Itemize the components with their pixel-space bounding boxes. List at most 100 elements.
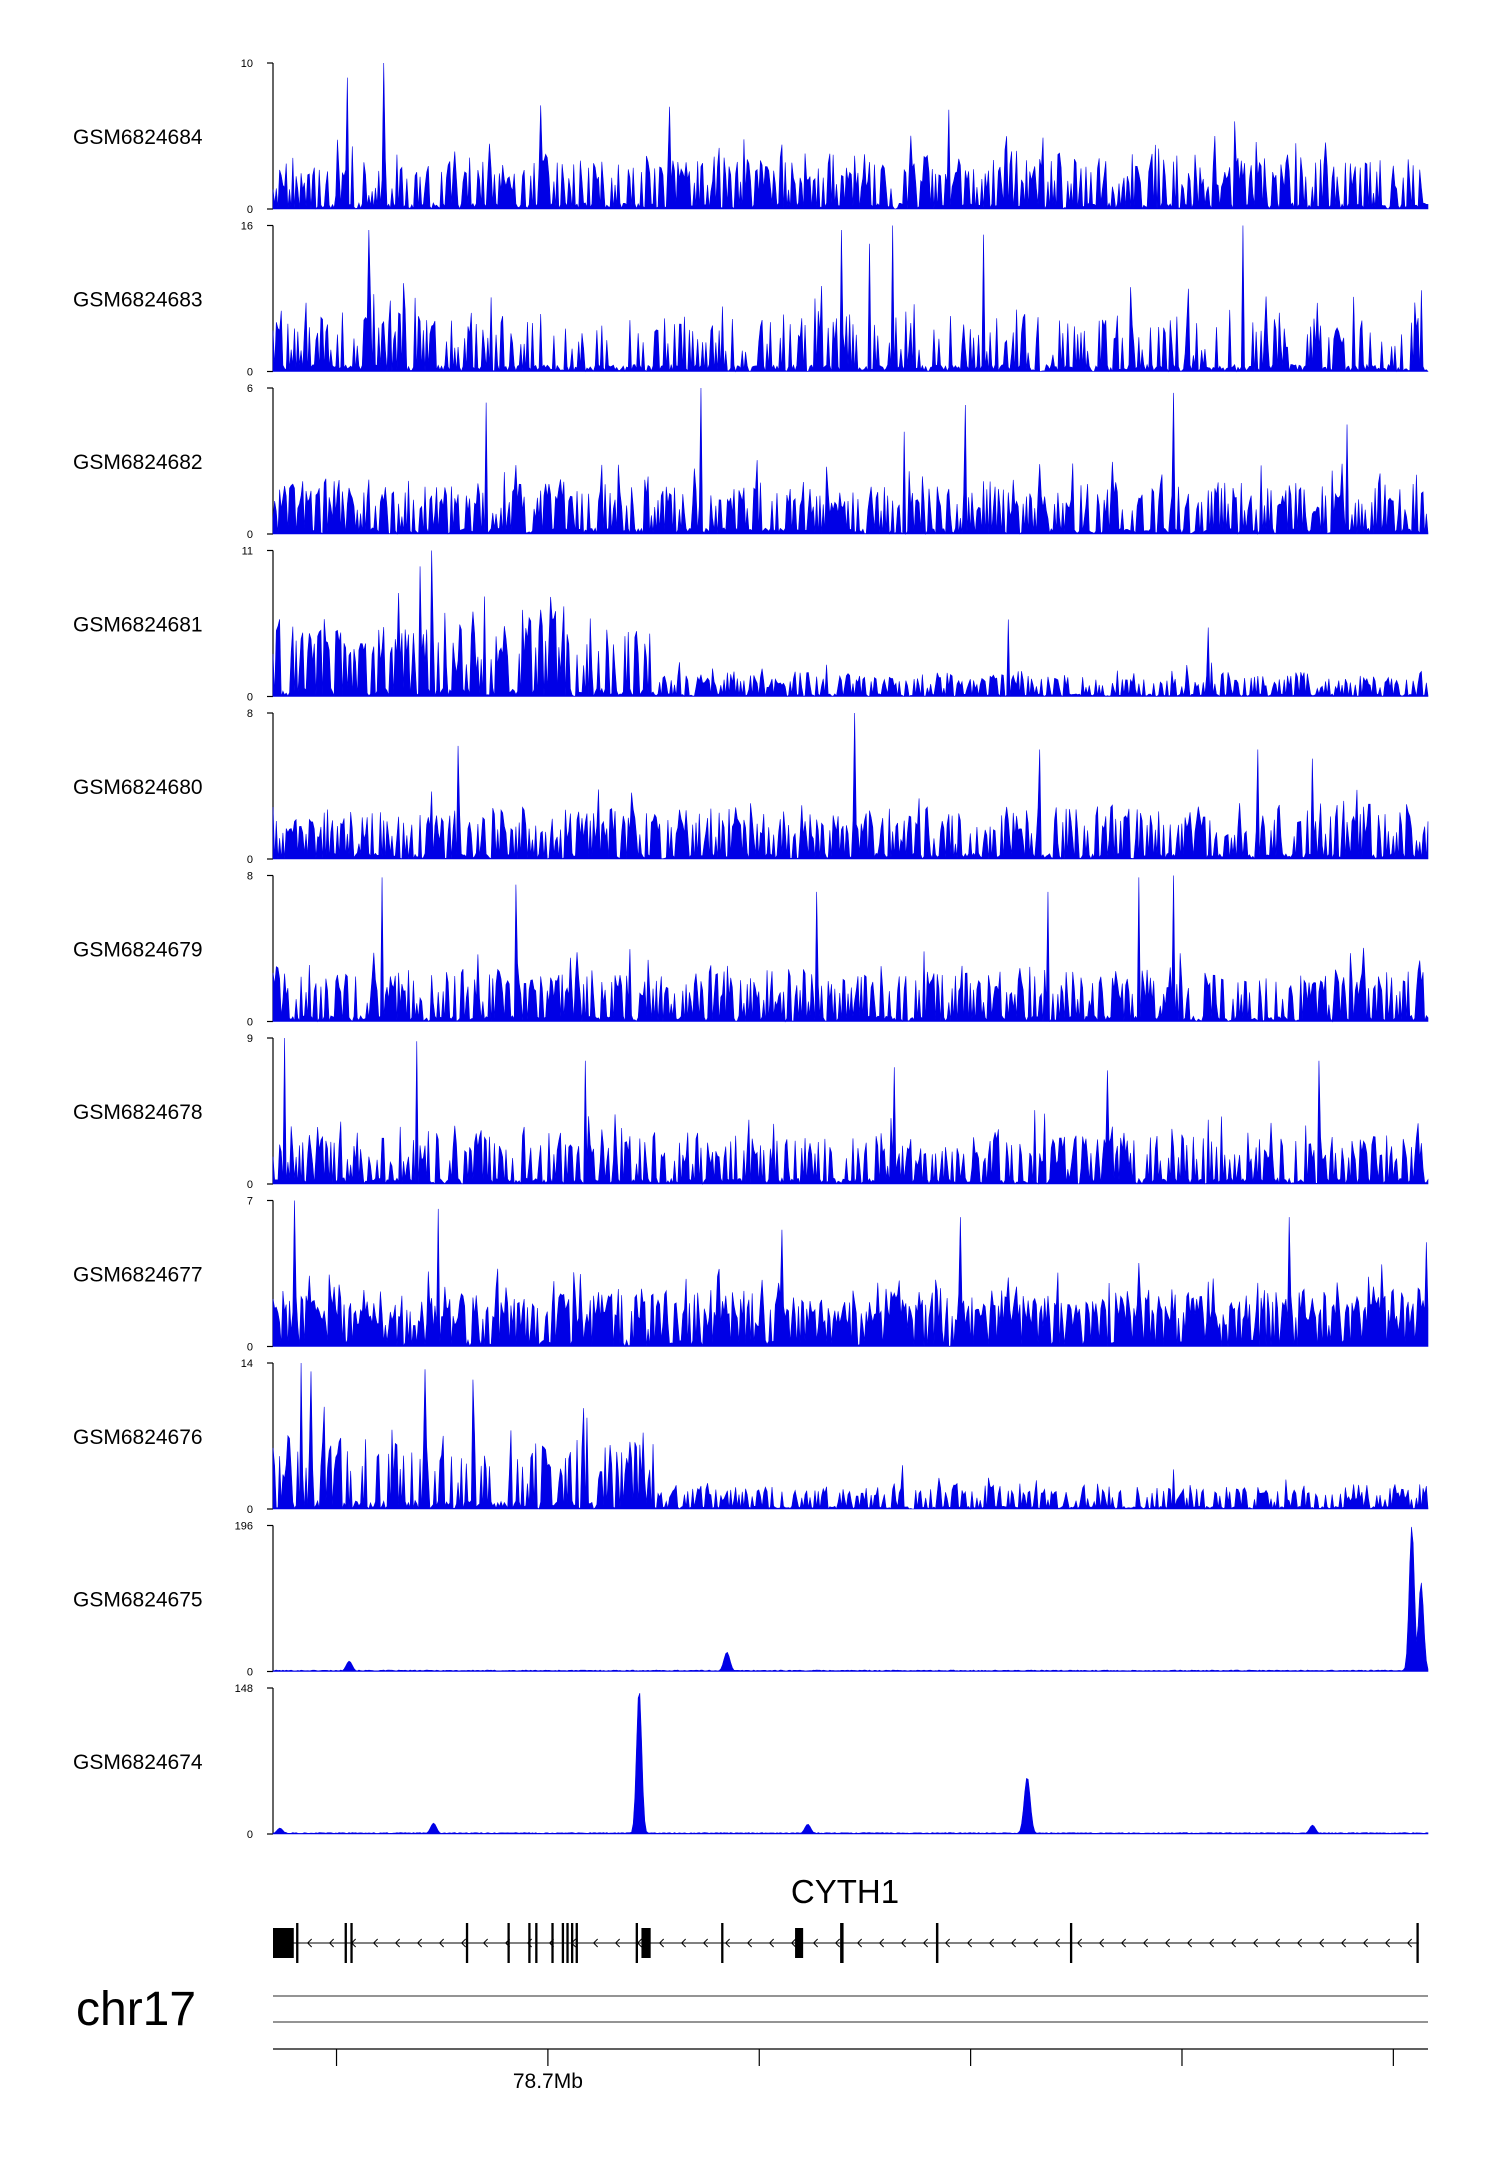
exon <box>296 1923 299 1963</box>
strand-chevron <box>1142 1938 1149 1948</box>
strand-chevron <box>1120 1938 1127 1948</box>
strand-chevron <box>482 1938 489 1948</box>
track-GSM6824675: GSM6824675 196 0 <box>73 1521 1429 1679</box>
y-tick-label-max: 8 <box>247 871 253 883</box>
exon <box>570 1923 574 1963</box>
y-tick-label-max: 8 <box>247 708 253 720</box>
strand-chevron <box>724 1938 731 1948</box>
exon <box>344 1923 347 1963</box>
gene-track: CYTH1 <box>273 1873 1419 1963</box>
exon <box>1416 1923 1419 1963</box>
strand-chevron <box>1230 1938 1237 1948</box>
exon <box>561 1923 565 1963</box>
exon <box>507 1923 510 1963</box>
coverage-area <box>272 1037 1429 1185</box>
track-GSM6824674: GSM6824674 148 0 <box>73 1683 1429 1841</box>
strand-chevron <box>1076 1938 1083 1948</box>
coverage-area <box>272 1200 1429 1348</box>
y-tick-label-max: 11 <box>242 546 253 558</box>
exon <box>350 1923 353 1963</box>
track-label: GSM6824679 <box>73 939 203 962</box>
exon <box>273 1928 294 1958</box>
exon <box>840 1923 844 1963</box>
y-tick-label-min: 0 <box>247 1342 253 1354</box>
track-label: GSM6824683 <box>73 289 203 312</box>
track-label: GSM6824677 <box>73 1264 203 1287</box>
coverage-area <box>272 875 1429 1023</box>
strand-chevron <box>922 1938 929 1948</box>
strand-chevron <box>966 1938 973 1948</box>
y-tick-label-min: 0 <box>247 1017 253 1029</box>
y-tick-label-max: 7 <box>247 1196 253 1208</box>
strand-chevron <box>1164 1938 1171 1948</box>
strand-chevron <box>1098 1938 1105 1948</box>
track-GSM6824683: GSM6824683 16 0 <box>73 221 1429 379</box>
gene-label: CYTH1 <box>791 1873 899 1910</box>
exon <box>721 1923 724 1963</box>
strand-chevron <box>1032 1938 1039 1948</box>
strand-chevron <box>812 1938 819 1948</box>
strand-chevron <box>1296 1938 1303 1948</box>
strand-chevron <box>460 1938 467 1948</box>
coverage-area <box>272 1362 1429 1510</box>
track-GSM6824678: GSM6824678 9 0 <box>73 1033 1429 1191</box>
track-GSM6824677: GSM6824677 7 0 <box>73 1196 1429 1354</box>
strand-chevron <box>438 1938 445 1948</box>
strand-chevron <box>1186 1938 1193 1948</box>
strand-chevron <box>1208 1938 1215 1948</box>
track-GSM6824679: GSM6824679 8 0 <box>73 871 1429 1029</box>
exon <box>551 1923 554 1963</box>
strand-chevron <box>878 1938 885 1948</box>
strand-chevron <box>1406 1938 1413 1948</box>
exon <box>1069 1923 1073 1963</box>
track-GSM6824680: GSM6824680 8 0 <box>73 708 1429 866</box>
track-label: GSM6824678 <box>73 1101 203 1124</box>
track-label: GSM6824684 <box>73 126 203 149</box>
y-tick-label-max: 14 <box>241 1358 253 1370</box>
coverage-area <box>272 1526 1429 1672</box>
coverage-area <box>272 225 1429 373</box>
x-tick-label: 78.7Mb <box>513 2070 583 2093</box>
strand-chevron <box>1252 1938 1259 1948</box>
chromosome-track: chr17 78.7Mb <box>76 1983 1428 2093</box>
strand-chevron <box>658 1938 665 1948</box>
strand-chevron <box>328 1938 335 1948</box>
coverage-area <box>272 1693 1429 1835</box>
coverage-tracks: GSM6824684100GSM6824683160GSM682468260GS… <box>73 58 1429 1841</box>
y-tick-label-max: 6 <box>247 383 253 395</box>
track-GSM6824681: GSM6824681 11 0 <box>73 546 1429 704</box>
strand-chevron <box>944 1938 951 1948</box>
exon <box>635 1923 638 1963</box>
exon <box>465 1923 469 1963</box>
y-tick-label-min: 0 <box>247 1829 253 1841</box>
y-tick-label-min: 0 <box>247 1667 253 1679</box>
y-tick-label-max: 10 <box>241 58 253 70</box>
strand-chevron <box>1340 1938 1347 1948</box>
strand-chevron <box>680 1938 687 1948</box>
strand-chevron <box>702 1938 709 1948</box>
track-label: GSM6824682 <box>73 451 203 474</box>
strand-chevron <box>416 1938 423 1948</box>
strand-chevron <box>592 1938 599 1948</box>
track-label: GSM6824681 <box>73 614 203 637</box>
exon <box>575 1923 578 1963</box>
strand-chevron <box>394 1938 401 1948</box>
strand-chevron <box>746 1938 753 1948</box>
exon <box>795 1928 804 1958</box>
strand-chevron <box>1010 1938 1017 1948</box>
track-GSM6824684: GSM6824684 10 0 <box>73 58 1429 216</box>
track-label: GSM6824675 <box>73 1589 203 1612</box>
strand-chevron <box>900 1938 907 1948</box>
coverage-area <box>272 712 1429 860</box>
strand-chevron <box>1318 1938 1325 1948</box>
coverage-area <box>272 387 1429 536</box>
strand-chevron <box>372 1938 379 1948</box>
coverage-area <box>272 550 1429 698</box>
strand-chevron <box>768 1938 775 1948</box>
y-tick-label-max: 148 <box>235 1683 253 1695</box>
y-tick-label-min: 0 <box>247 692 253 704</box>
exon <box>641 1928 651 1958</box>
strand-chevron <box>834 1938 841 1948</box>
strand-chevron <box>614 1938 621 1948</box>
